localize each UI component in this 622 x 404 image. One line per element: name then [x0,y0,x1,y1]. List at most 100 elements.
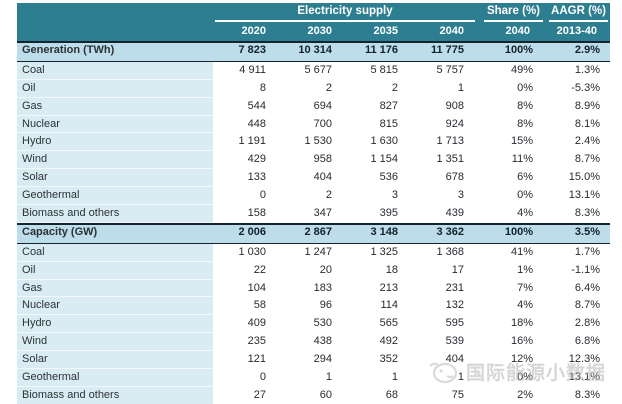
cell-2020: 235 [213,333,279,352]
col-header-share-2040: 2040 [505,25,530,37]
cell-2035: 492 [345,333,411,352]
cell-share-2040: 18% [477,315,543,334]
table-header: Electricity supply Share (%) AAGR (%) 20… [17,3,610,41]
header-spacer [17,3,213,22]
cell-2030: 1 530 [279,133,345,152]
table-row: Biomass and others 27 60 68 75 2% 8.3% [17,386,610,404]
cell-aagr-2013-40: 8.7% [543,297,610,316]
col-header-2040: 2040 [439,25,464,37]
column-year-row: 2020 2030 2035 2040 2040 2013-40 [17,22,610,41]
cell-2020: 409 [213,315,279,334]
row-label: Nuclear [17,297,213,316]
cell-2030: 1 247 [279,243,345,262]
cell-2020: 4 911 [213,61,279,80]
row-label: Coal [17,243,213,262]
cell-2020: 1 030 [213,243,279,262]
cell-2020: 1 191 [213,133,279,152]
cell-2040: 3 362 [411,224,477,243]
cell-share-2040: 6% [477,169,543,188]
cell-2040: 1 [411,369,477,387]
row-label: Oil [17,261,213,280]
row-label: Generation (TWh) [17,43,213,61]
cell-2040: 1 368 [411,243,477,262]
table-row: Oil 8 2 2 1 0% -5.3% [17,79,610,98]
cell-share-2040: 0% [477,187,543,206]
cell-2020: 544 [213,97,279,116]
cell-aagr-2013-40: 13.1% [543,369,610,387]
cell-share-2040: 100% [477,43,543,61]
cell-2040: 5 757 [411,61,477,80]
column-group-row: Electricity supply Share (%) AAGR (%) [17,3,610,22]
cell-aagr-2013-40: 8.9% [543,97,610,116]
cell-share-2040: 15% [477,133,543,152]
cell-2035: 1 154 [345,151,411,170]
cell-share-2040: 100% [477,224,543,243]
cell-aagr-2013-40: 8.3% [543,205,610,223]
cell-2040: 75 [411,386,477,404]
cell-2040: 1 351 [411,151,477,170]
cell-share-2040: 11% [477,151,543,170]
row-label: Oil [17,79,213,98]
table-row: Generation (TWh) 7 823 10 314 11 176 11 … [17,41,610,62]
col-group-share: Share (%) [484,3,543,22]
cell-aagr-2013-40: 8.1% [543,115,610,134]
cell-share-2040: 12% [477,351,543,370]
cell-share-2040: 4% [477,297,543,316]
cell-2020: 429 [213,151,279,170]
cell-share-2040: 0% [477,79,543,98]
cell-share-2040: 41% [477,243,543,262]
cell-aagr-2013-40: -5.3% [543,79,610,98]
cell-2040: 11 775 [411,43,477,61]
cell-2030: 96 [279,297,345,316]
cell-2035: 1 325 [345,243,411,262]
cell-2020: 121 [213,351,279,370]
cell-2030: 347 [279,205,345,223]
cell-aagr-2013-40: 8.3% [543,386,610,404]
cell-share-2040: 0% [477,369,543,387]
cell-2040: 17 [411,261,477,280]
table-row: Geothermal 0 1 1 1 0% 13.1% [17,369,610,387]
cell-2035: 18 [345,261,411,280]
cell-2035: 114 [345,297,411,316]
cell-2040: 231 [411,279,477,298]
table-row: Wind 235 438 492 539 16% 6.8% [17,333,610,352]
cell-2020: 8 [213,79,279,98]
header-spacer [17,22,213,41]
table-row: Coal 4 911 5 677 5 815 5 757 49% 1.3% [17,61,610,80]
col-header-2030: 2030 [307,25,332,37]
cell-2030: 183 [279,279,345,298]
cell-aagr-2013-40: 8.7% [543,151,610,170]
col-header-2020: 2020 [241,25,266,37]
cell-aagr-2013-40: 15.0% [543,169,610,188]
row-label: Nuclear [17,115,213,134]
cell-share-2040: 49% [477,61,543,80]
row-label: Gas [17,279,213,298]
cell-aagr-2013-40: 2.8% [543,315,610,334]
row-label: Coal [17,61,213,80]
cell-2020: 27 [213,386,279,404]
table-row: Hydro 409 530 565 595 18% 2.8% [17,315,610,334]
cell-2030: 294 [279,351,345,370]
cell-2030: 958 [279,151,345,170]
cell-2040: 1 [411,79,477,98]
cell-2035: 536 [345,169,411,188]
cell-aagr-2013-40: 2.4% [543,133,610,152]
cell-2020: 7 823 [213,43,279,61]
col-header-aagr-2013-40: 2013-40 [556,25,597,37]
cell-2020: 58 [213,297,279,316]
col-group-electricity-supply: Electricity supply [215,3,475,22]
cell-2030: 2 [279,187,345,206]
cell-2040: 678 [411,169,477,188]
cell-2035: 2 [345,79,411,98]
row-label: Biomass and others [17,386,213,404]
cell-2020: 0 [213,187,279,206]
row-label: Solar [17,351,213,370]
cell-aagr-2013-40: 6.4% [543,279,610,298]
table-row: Nuclear 448 700 815 924 8% 8.1% [17,115,610,134]
cell-2035: 352 [345,351,411,370]
cell-2035: 68 [345,386,411,404]
table-row: Nuclear 58 96 114 132 4% 8.7% [17,297,610,316]
cell-2020: 0 [213,369,279,387]
table-row: Solar 133 404 536 678 6% 15.0% [17,169,610,188]
row-label: Hydro [17,315,213,334]
